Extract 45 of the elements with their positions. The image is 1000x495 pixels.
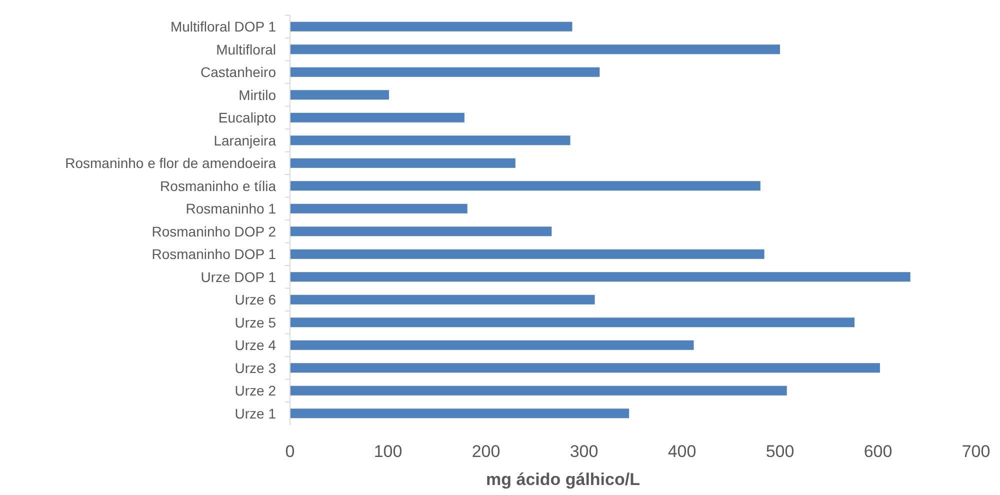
bar [290,158,516,168]
y-tick-label: Rosmaninho e flor de amendoeira [65,155,276,172]
x-tick-label: 500 [766,442,794,461]
bar [290,136,570,146]
y-tick-label: Rosmaninho 1 [186,200,276,217]
y-tick-label: Mirtilo [238,86,276,103]
bar [290,249,764,259]
bar [290,67,600,77]
x-tick-label: 200 [472,442,500,461]
y-tick-label: Urze 4 [234,337,276,354]
y-tick-label: Laranjeira [214,132,276,148]
bar [290,340,694,350]
bar [290,226,552,236]
x-tick-label: 300 [570,442,598,461]
y-tick-label: Urze 1 [234,405,276,422]
bar [290,204,468,214]
bar [290,272,910,282]
x-tick-label: 700 [962,442,990,461]
y-tick-label: Urze 6 [234,292,276,308]
y-tick-label: Urze 2 [234,382,276,399]
y-tick-label: Multifloral [216,41,276,58]
y-tick-label: Rosmaninho DOP 2 [152,223,276,240]
y-tick-label: Urze 5 [234,314,276,330]
bar [290,181,760,191]
y-tick-label: Rosmaninho DOP 1 [152,246,276,262]
x-tick-label: 100 [374,442,402,461]
bar [290,44,780,54]
bar [290,294,595,304]
bar [290,112,464,122]
y-tick-label: Eucalipto [218,110,276,126]
x-tick-label: 0 [285,442,295,461]
x-axis-title: mg ácido gálhico/L [486,470,640,489]
bar [290,22,572,32]
bar [290,363,880,373]
y-tick-label: Urze 3 [234,360,276,376]
bar [290,90,389,100]
y-tick-label: Castanheiro [200,64,276,80]
y-tick-label: Urze DOP 1 [200,268,276,285]
y-tick-label: Rosmaninho e tília [160,178,276,194]
bar [290,318,854,328]
x-tick-label: 600 [864,442,892,461]
y-tick-label: Multifloral DOP 1 [170,18,276,35]
bar [290,408,630,418]
bar [290,386,787,396]
x-tick-label: 400 [668,442,696,461]
